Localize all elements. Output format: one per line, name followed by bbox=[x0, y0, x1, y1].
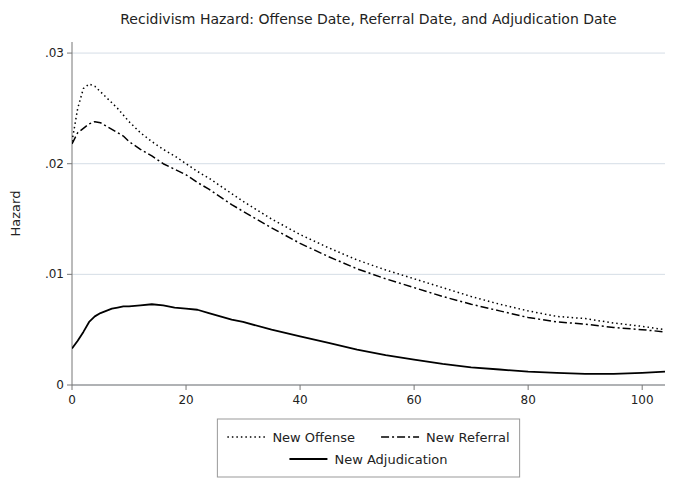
x-tick bbox=[186, 385, 187, 390]
x-tick-label: 80 bbox=[521, 393, 536, 407]
chart: Recidivism Hazard: Offense Date, Referra… bbox=[0, 0, 685, 499]
y-tick-label: 0 bbox=[56, 378, 64, 392]
legend: New Offense New Referral New Adjudication bbox=[217, 419, 519, 477]
legend-box bbox=[217, 419, 519, 477]
legend-item: New Referral bbox=[381, 430, 510, 445]
plot-area bbox=[72, 84, 665, 374]
x-tick bbox=[300, 385, 301, 390]
legend-label: New Adjudication bbox=[334, 452, 447, 467]
y-axis-line bbox=[72, 42, 73, 385]
legend-label: New Offense bbox=[272, 430, 355, 445]
line bbox=[72, 122, 665, 332]
title: Recidivism Hazard: Offense Date, Referra… bbox=[120, 11, 616, 27]
y-tick-label: .01 bbox=[45, 267, 64, 281]
y-tick bbox=[67, 385, 72, 386]
x-tick bbox=[642, 385, 643, 390]
y-tick-label: .03 bbox=[45, 46, 64, 60]
x-axis-line bbox=[72, 385, 665, 386]
y-tick-label: .02 bbox=[45, 157, 64, 171]
x-tick-label: 60 bbox=[406, 393, 421, 407]
x-tick-label: 100 bbox=[631, 393, 654, 407]
y-axis-label: Hazard bbox=[8, 191, 23, 237]
grid-line bbox=[72, 163, 665, 164]
x-tick-label: 40 bbox=[292, 393, 307, 407]
legend-swatch bbox=[381, 436, 419, 438]
y-tick bbox=[67, 53, 72, 54]
grid-line bbox=[72, 385, 665, 386]
grid-line bbox=[72, 274, 665, 275]
legend-label: New Referral bbox=[426, 430, 510, 445]
x-tick bbox=[414, 385, 415, 390]
x-tick bbox=[528, 385, 529, 390]
grid-line bbox=[72, 53, 665, 54]
line bbox=[72, 304, 665, 374]
legend-swatch bbox=[289, 458, 327, 460]
legend-swatch bbox=[227, 436, 265, 438]
x-tick-label: 0 bbox=[68, 393, 76, 407]
y-tick bbox=[67, 274, 72, 275]
line bbox=[72, 84, 665, 330]
x-tick bbox=[72, 385, 73, 390]
y-tick bbox=[67, 163, 72, 164]
legend-item: New Offense bbox=[227, 430, 355, 445]
x-tick-label: 20 bbox=[178, 393, 193, 407]
legend-item: New Adjudication bbox=[289, 452, 447, 467]
